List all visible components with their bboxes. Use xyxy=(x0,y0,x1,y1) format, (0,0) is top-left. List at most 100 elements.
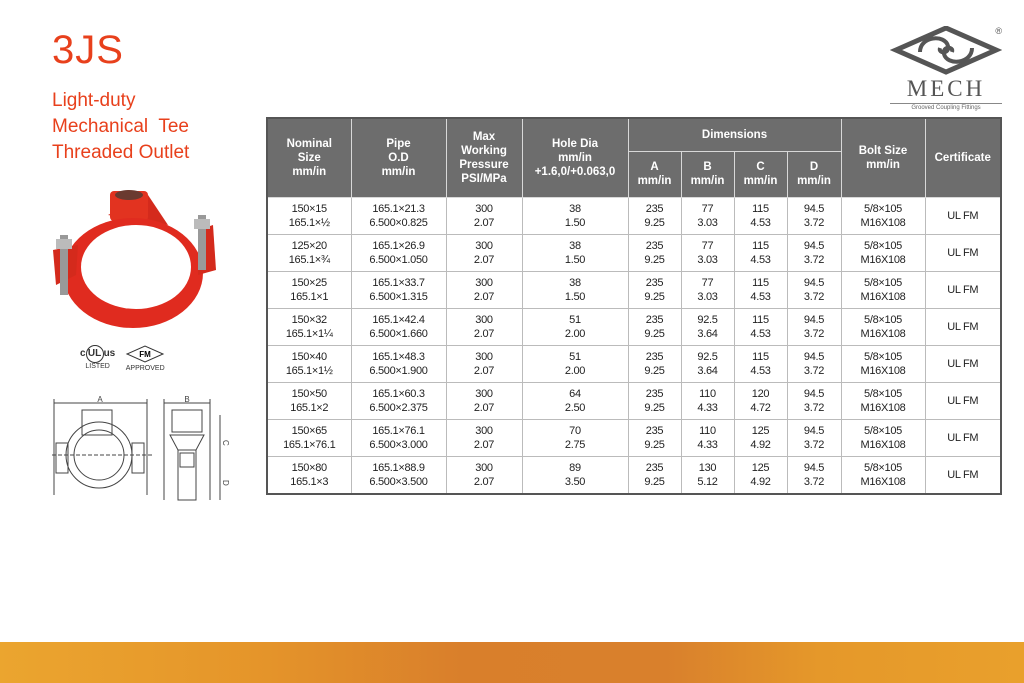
cell-line: 2.07 xyxy=(473,475,495,488)
table-row: 150×50 165.1×2 165.1×60.3 6.500×2.375 300 2.0… xyxy=(266,381,1002,420)
cell-line: 5.12 xyxy=(697,475,718,488)
cell-dim-d: 94.5 3.72 xyxy=(786,455,842,494)
cell-dim-d: 94.5 3.72 xyxy=(786,196,842,235)
cell-bolt-size: 5/8×105 M16X108 xyxy=(840,455,926,494)
cell-line: UL FM xyxy=(947,431,979,444)
cell-dim-c: 115 4.53 xyxy=(733,344,788,383)
cell-line: 77 xyxy=(701,202,714,215)
cell-line: 89 xyxy=(569,461,581,474)
header-line: mm/in xyxy=(292,165,327,178)
cell-line: 38 xyxy=(569,239,581,252)
cell-line: 94.5 xyxy=(803,350,825,363)
cell-line: M16X108 xyxy=(860,475,906,488)
cell-line: 3.50 xyxy=(564,475,586,488)
cell-hole-dia: 89 3.50 xyxy=(521,455,629,494)
cell-line: 3.72 xyxy=(803,290,825,303)
cell-line: 2.07 xyxy=(473,253,495,266)
header-line: PSI/MPa xyxy=(461,172,507,185)
cell-line: 125 xyxy=(751,461,770,474)
cell-line: 38 xyxy=(569,276,581,289)
cell-certificate: UL FM xyxy=(924,381,1002,420)
header-line: Working xyxy=(461,144,507,157)
cell-line: 3.64 xyxy=(697,327,718,340)
cell-dim-d: 94.5 3.72 xyxy=(786,307,842,346)
table-row: 150×80 165.1×3 165.1×88.9 6.500×3.500 300 2.0… xyxy=(266,455,1002,494)
cell-line: 6.500×0.825 xyxy=(369,216,428,229)
cell-dim-c: 115 4.53 xyxy=(733,196,788,235)
cell-line: 125×20 xyxy=(291,239,328,252)
cell-line: 150×15 xyxy=(291,202,328,215)
cell-line: 70 xyxy=(569,424,581,437)
cell-line: 6.500×2.375 xyxy=(369,401,428,414)
cell-line: 165.1×76.1 xyxy=(283,438,336,451)
cell-line: 165.1×21.3 xyxy=(372,202,425,215)
cell-line: 77 xyxy=(701,239,714,252)
cell-line: 110 xyxy=(699,387,716,400)
cell-pipe-od: 165.1×26.9 6.500×1.050 xyxy=(350,233,447,272)
table-row: 150×40 165.1×1½ 165.1×48.3 6.500×1.900 300 2.… xyxy=(266,344,1002,383)
header-line: Size xyxy=(297,151,321,164)
header-nominal-size: Nominal Size mm/in xyxy=(266,117,352,198)
cell-certificate: UL FM xyxy=(924,418,1002,457)
cell-dim-c: 125 4.92 xyxy=(733,455,788,494)
cell-dim-a: 235 9.25 xyxy=(627,270,682,309)
cell-hole-dia: 38 1.50 xyxy=(521,233,629,272)
cell-line: M16X108 xyxy=(860,364,906,377)
cell-line: 6.500×1.315 xyxy=(369,290,428,303)
cell-dim-c: 125 4.92 xyxy=(733,418,788,457)
cell-line: 4.53 xyxy=(750,327,771,340)
cell-pipe-od: 165.1×60.3 6.500×2.375 xyxy=(350,381,447,420)
cell-line: 150×40 xyxy=(291,350,328,363)
mech-logo: ® MECH Grooved Coupling Fittings xyxy=(889,25,1003,116)
cell-dim-a: 235 9.25 xyxy=(627,344,682,383)
cell-line: 2.07 xyxy=(473,327,495,340)
header-line: D xyxy=(809,161,819,173)
cell-line: M16X108 xyxy=(860,401,906,414)
cell-pipe-od: 165.1×76.1 6.500×3.000 xyxy=(350,418,447,457)
spec-table-body: 150×15 165.1×½ 165.1×21.3 6.500×0.825 300 2.0… xyxy=(266,196,1002,494)
cell-pressure: 300 2.07 xyxy=(445,196,523,235)
cell-line: 3.72 xyxy=(803,401,825,414)
table-row: 150×15 165.1×½ 165.1×21.3 6.500×0.825 300 2.0… xyxy=(266,196,1002,235)
product-photo xyxy=(53,190,216,328)
cell-line: 1.50 xyxy=(564,253,586,266)
fm-approved-mark: FM APPROVED xyxy=(125,345,165,372)
cell-line: 6.500×1.050 xyxy=(369,253,428,266)
cell-line: 3.03 xyxy=(697,216,718,229)
cell-line: 2.00 xyxy=(564,364,586,377)
cell-line: 165.1×1¼ xyxy=(285,327,333,340)
cell-line: 165.1×42.4 xyxy=(372,313,425,326)
cell-line: 4.33 xyxy=(697,401,718,414)
cell-certificate: UL FM xyxy=(924,270,1002,309)
cell-line: 165.1×48.3 xyxy=(372,350,425,363)
cell-line: 9.25 xyxy=(644,475,665,488)
cell-dim-b: 92.5 3.64 xyxy=(680,307,735,346)
cell-bolt-size: 5/8×105 M16X108 xyxy=(840,196,926,235)
cell-pipe-od: 165.1×33.7 6.500×1.315 xyxy=(350,270,447,309)
table-row: 150×32 165.1×1¼ 165.1×42.4 6.500×1.660 300 2.… xyxy=(266,307,1002,346)
cell-line: 9.25 xyxy=(644,401,665,414)
header-line: A xyxy=(650,161,659,173)
cell-certificate: UL FM xyxy=(924,307,1002,346)
cell-pipe-od: 165.1×21.3 6.500×0.825 xyxy=(350,196,447,235)
cell-certificate: UL FM xyxy=(924,455,1002,494)
cell-line: 38 xyxy=(569,202,581,215)
cell-bolt-size: 5/8×105 M16X108 xyxy=(840,344,926,383)
logo-tagline: Grooved Coupling Fittings xyxy=(890,103,1002,111)
header-pressure: Max Working Pressure PSI/MPa xyxy=(445,117,523,198)
cell-dim-b: 110 4.33 xyxy=(680,381,735,420)
cell-line: 235 xyxy=(645,387,664,400)
product-description: Light-duty Mechanical Tee Threaded Outle… xyxy=(52,88,189,166)
cell-hole-dia: 38 1.50 xyxy=(521,270,629,309)
cell-line: 4.92 xyxy=(750,438,771,451)
cell-line: 94.5 xyxy=(803,387,825,400)
cell-dim-b: 130 5.12 xyxy=(680,455,735,494)
cell-dim-c: 115 4.53 xyxy=(733,270,788,309)
header-line: Max xyxy=(472,130,496,143)
cell-line: 94.5 xyxy=(803,424,825,437)
cell-dim-b: 110 4.33 xyxy=(680,418,735,457)
cell-dim-d: 94.5 3.72 xyxy=(786,233,842,272)
cell-dim-a: 235 9.25 xyxy=(627,307,682,346)
